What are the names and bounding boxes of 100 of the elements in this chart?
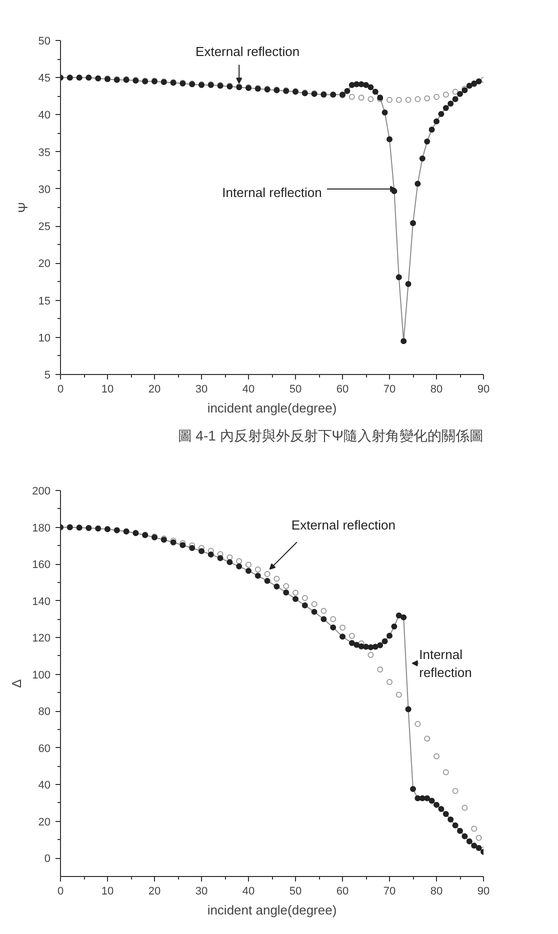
point (382, 110, 388, 116)
point (386, 632, 392, 639)
point (330, 616, 336, 622)
point (368, 84, 374, 90)
point (396, 692, 402, 698)
point (396, 274, 402, 280)
point (254, 566, 261, 573)
point (442, 769, 449, 776)
x-tick-label: 10 (101, 384, 114, 396)
y-tick-label: 140 (32, 596, 51, 608)
point (410, 786, 416, 792)
point (386, 136, 392, 142)
x-axis-title: incident angle(degree) (207, 400, 337, 416)
point (476, 834, 482, 841)
y-tick-label: 40 (38, 780, 51, 792)
point (274, 583, 280, 590)
x-tick-label: 80 (430, 886, 443, 898)
point (246, 568, 252, 574)
y-tick-label: 45 (38, 72, 51, 85)
point (348, 632, 355, 639)
point (434, 802, 440, 808)
y-axis-title: Ψ (15, 202, 30, 213)
x-tick-label: 50 (289, 384, 302, 396)
x-tick-label: 60 (336, 384, 349, 396)
point (410, 220, 416, 226)
x-tick-label: 10 (101, 886, 114, 898)
point (442, 811, 449, 817)
x-tick-label: 20 (148, 384, 161, 396)
point (428, 798, 435, 804)
point (348, 640, 355, 646)
point (274, 576, 280, 582)
point (462, 804, 468, 811)
y-tick-label: 20 (38, 816, 51, 828)
point (292, 590, 298, 596)
point (457, 90, 463, 97)
y-tick-label: 0 (44, 853, 51, 866)
point (340, 624, 346, 631)
point (377, 642, 384, 648)
point (354, 642, 360, 648)
y-tick-label: 100 (32, 669, 51, 682)
point (424, 138, 430, 144)
y-tick-label: 50 (38, 36, 51, 48)
point (377, 666, 384, 673)
caption: 圖 4-1 內反射與外反射下Ψ隨入射角變化的關係圖 (178, 428, 484, 444)
y-tick-label: 200 (32, 486, 51, 498)
point (386, 96, 392, 103)
annotation: External reflection (196, 44, 300, 59)
point (386, 679, 392, 686)
point (358, 94, 364, 101)
point (434, 94, 440, 100)
point (476, 845, 482, 852)
point (396, 612, 402, 618)
point (434, 118, 440, 124)
point (438, 110, 444, 117)
point (438, 806, 444, 812)
point (462, 833, 468, 840)
y-tick-label: 15 (38, 295, 51, 308)
point (434, 753, 440, 760)
x-tick-label: 0 (57, 384, 64, 396)
y-tick-label: 25 (38, 221, 51, 234)
x-tick-label: 50 (289, 886, 302, 898)
x-tick-label: 40 (242, 886, 255, 898)
x-tick-label: 20 (148, 886, 161, 898)
annotation: Internal reflection (419, 646, 472, 680)
x-tick-label: 30 (195, 886, 208, 898)
point (302, 595, 308, 602)
point (466, 838, 472, 844)
point (283, 590, 290, 596)
y-axis-title: Δ (9, 678, 24, 688)
point (348, 94, 355, 100)
point (382, 638, 388, 644)
point (414, 720, 421, 727)
y-tick-label: 5 (44, 370, 51, 382)
x-tick-label: 90 (477, 384, 490, 396)
point (330, 624, 336, 630)
point (198, 548, 204, 554)
point (400, 338, 407, 344)
point (405, 96, 412, 103)
point (471, 842, 478, 849)
point (340, 634, 346, 640)
point (448, 100, 454, 107)
point (226, 559, 233, 566)
y-tick-label: 60 (38, 742, 51, 755)
y-tick-label: 40 (38, 110, 51, 122)
y-tick-label: 30 (38, 184, 51, 196)
x-tick-label: 40 (242, 384, 255, 396)
y-tick-label: 120 (32, 632, 51, 645)
point (311, 608, 318, 615)
point (452, 88, 458, 95)
point (452, 96, 458, 102)
point (372, 88, 378, 95)
point (217, 555, 224, 562)
point (283, 583, 290, 590)
point (428, 126, 435, 133)
point (442, 105, 449, 112)
point (320, 608, 327, 614)
point (344, 88, 350, 94)
point (208, 551, 214, 558)
point (405, 280, 412, 287)
x-tick-label: 70 (383, 384, 396, 396)
